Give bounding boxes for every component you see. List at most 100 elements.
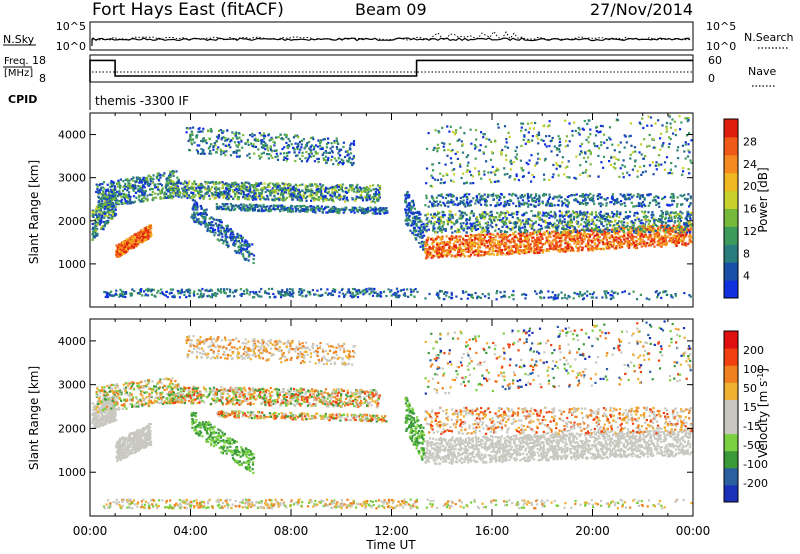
power-cell [458,235,461,238]
power-cell [295,194,298,198]
power-cell [116,201,119,204]
power-cell [417,220,420,223]
power-cell [310,191,313,194]
power-cell [354,199,357,202]
power-cell [201,215,204,218]
power-cell [435,251,438,254]
power-cell [365,195,368,198]
power-cell [221,226,224,229]
power-cell [248,293,251,296]
power-cell [513,236,516,239]
power-cell [97,203,100,206]
power-cell [276,158,280,161]
power-cell [296,195,300,199]
power-cell [137,185,140,188]
power-cell [217,219,221,222]
power-cell [537,242,540,245]
power-cell [285,152,288,155]
power-cell [568,232,572,235]
power-cell [124,182,127,185]
power-cell [221,181,224,184]
power-cell [653,235,657,238]
power-cell [186,288,190,291]
power-cell [627,230,630,233]
power-cell [143,231,146,234]
power-cell [289,288,292,291]
power-cell [420,240,423,243]
power-cell [99,183,102,186]
power-cell [412,212,415,215]
power-cell [239,250,242,253]
power-cell [92,226,95,229]
power-cell [149,188,152,191]
power-cell [410,211,413,215]
power-cell [527,248,530,251]
power-cell [339,197,342,200]
power-cell [192,216,195,219]
power-cell [405,217,408,220]
power-cell [682,243,685,246]
power-cell [524,245,527,248]
power-cell [300,199,304,202]
power-cell [324,190,327,193]
power-cell [242,193,245,196]
power-cell [283,206,286,209]
power-cell [220,208,223,211]
power-cell [118,189,121,192]
power-cell [242,203,246,206]
power-cell [247,186,250,189]
power-cell [528,243,531,246]
power-cell [642,242,645,245]
power-cell [298,194,302,197]
power-cell [290,143,293,146]
power-cell [135,180,138,183]
power-cell [207,181,210,184]
power-cell [306,190,309,193]
power-cell [510,240,513,243]
power-cell [272,182,275,185]
power-cell [279,204,282,207]
power-cell [374,212,377,215]
power-cell [239,237,242,240]
power-cell [271,287,274,290]
power-cell [140,194,143,197]
power-cell [251,195,254,199]
power-cell [280,294,283,297]
power-cell [244,243,247,246]
power-cell [593,234,596,238]
power-cell [365,196,368,200]
power-cell [287,184,290,187]
power-cell [690,235,693,238]
power-cell [536,244,539,248]
power-cell [191,132,194,135]
power-cell [637,229,640,232]
power-cell [277,185,280,188]
power-cell [91,227,94,231]
power-cell [316,205,319,208]
power-cell [165,188,168,192]
power-cell [267,287,271,291]
power-cell [284,183,287,186]
power-cell [402,288,405,291]
power-cell [425,239,428,242]
power-cell [362,187,365,190]
power-cell [243,182,246,185]
power-cell [254,184,257,187]
power-cell [488,236,491,239]
power-cell [168,181,171,184]
power-cell [367,210,370,213]
power-cell [119,186,122,190]
power-cell [376,193,379,196]
power-cell [228,194,231,197]
power-cell [305,143,308,146]
power-cell [124,291,128,294]
power-cell [419,228,422,231]
power-cell [534,239,537,242]
power-cell [177,178,180,181]
power-cell [483,244,486,247]
power-cell [657,226,660,229]
power-cell [252,254,256,257]
power-cell [641,225,644,228]
power-cell [280,137,284,140]
